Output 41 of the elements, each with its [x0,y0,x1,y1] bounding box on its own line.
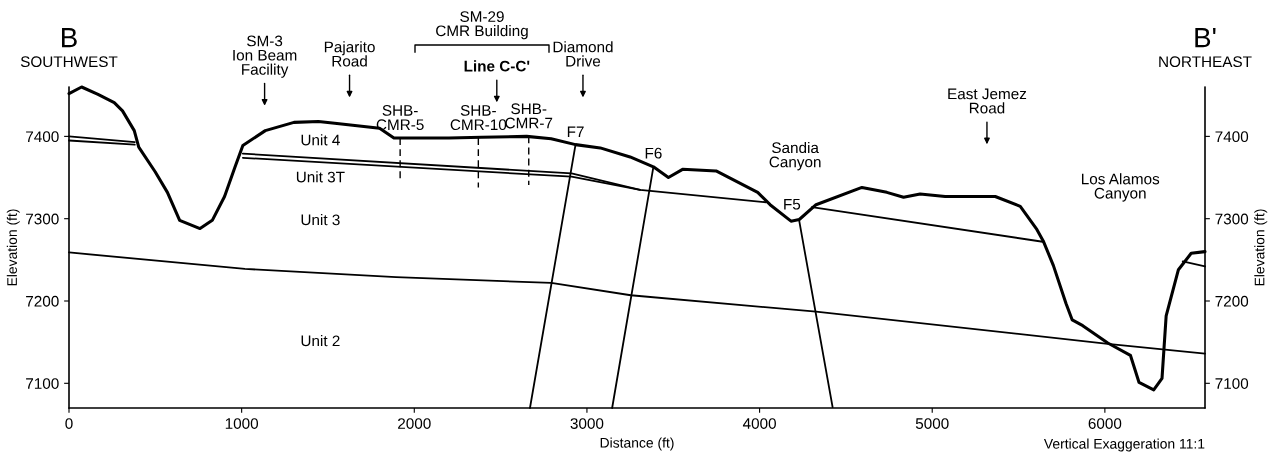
x-tick-label: 2000 [398,418,431,429]
text: SOUTHWEST [20,56,118,68]
y2-tick-label: 7200 [1215,295,1249,307]
y-axis-title: Elevation (ft) [6,209,20,286]
x-axis-title: Distance (ft) [600,437,674,451]
annotation: Unit 2 [301,335,340,347]
annotation: F7 [567,126,584,138]
y-tick-label: 7400 [26,131,59,143]
text: NORTHEAST [1159,56,1252,68]
x-tick-label: 1000 [225,418,259,429]
y2-tick-label: 7400 [1215,131,1249,143]
y-tick-label: 7100 [26,378,59,389]
annotation: F5 [784,198,801,210]
text: B' [1195,28,1216,48]
y-tick-label: 7300 [26,213,59,225]
annotation: Unit 3T [296,171,345,183]
annotation: Unit 4 [301,134,340,146]
annotation: Sandia Canyon [769,141,821,171]
text: Line C-C' [464,60,530,72]
x-tick-label: 0 [65,418,73,429]
y2-tick-label: 7100 [1215,378,1249,389]
x-tick-label: 6000 [1088,418,1122,429]
x-tick-label: 3000 [570,418,604,429]
annotation: F6 [645,147,662,159]
text: SM-29 CMR Building [436,11,528,40]
annotation: SHB- CMR-10 [450,105,507,131]
text: Diamond Drive [553,41,613,67]
y-tick-label: 7200 [26,295,59,307]
text: SM-3 Ion Beam Facility [233,35,297,78]
x-tick-label: 4000 [742,418,776,429]
text: Pajarito Road [324,41,375,67]
annotation: SHB- CMR-5 [376,105,424,131]
text: Vertical Exaggeration 11:1 [1043,438,1205,452]
x-tick-label: 5000 [915,418,949,429]
annotation: East Jemez Road [948,88,1027,114]
y2-axis-title: Elevation (ft) [1254,209,1268,286]
annotation: Los Alamos Canyon [1082,173,1160,202]
y2-tick-label: 7300 [1215,213,1249,225]
annotation: Unit 3 [301,214,340,226]
text: B [62,28,77,48]
annotation: SHB- CMR-7 [505,103,553,129]
